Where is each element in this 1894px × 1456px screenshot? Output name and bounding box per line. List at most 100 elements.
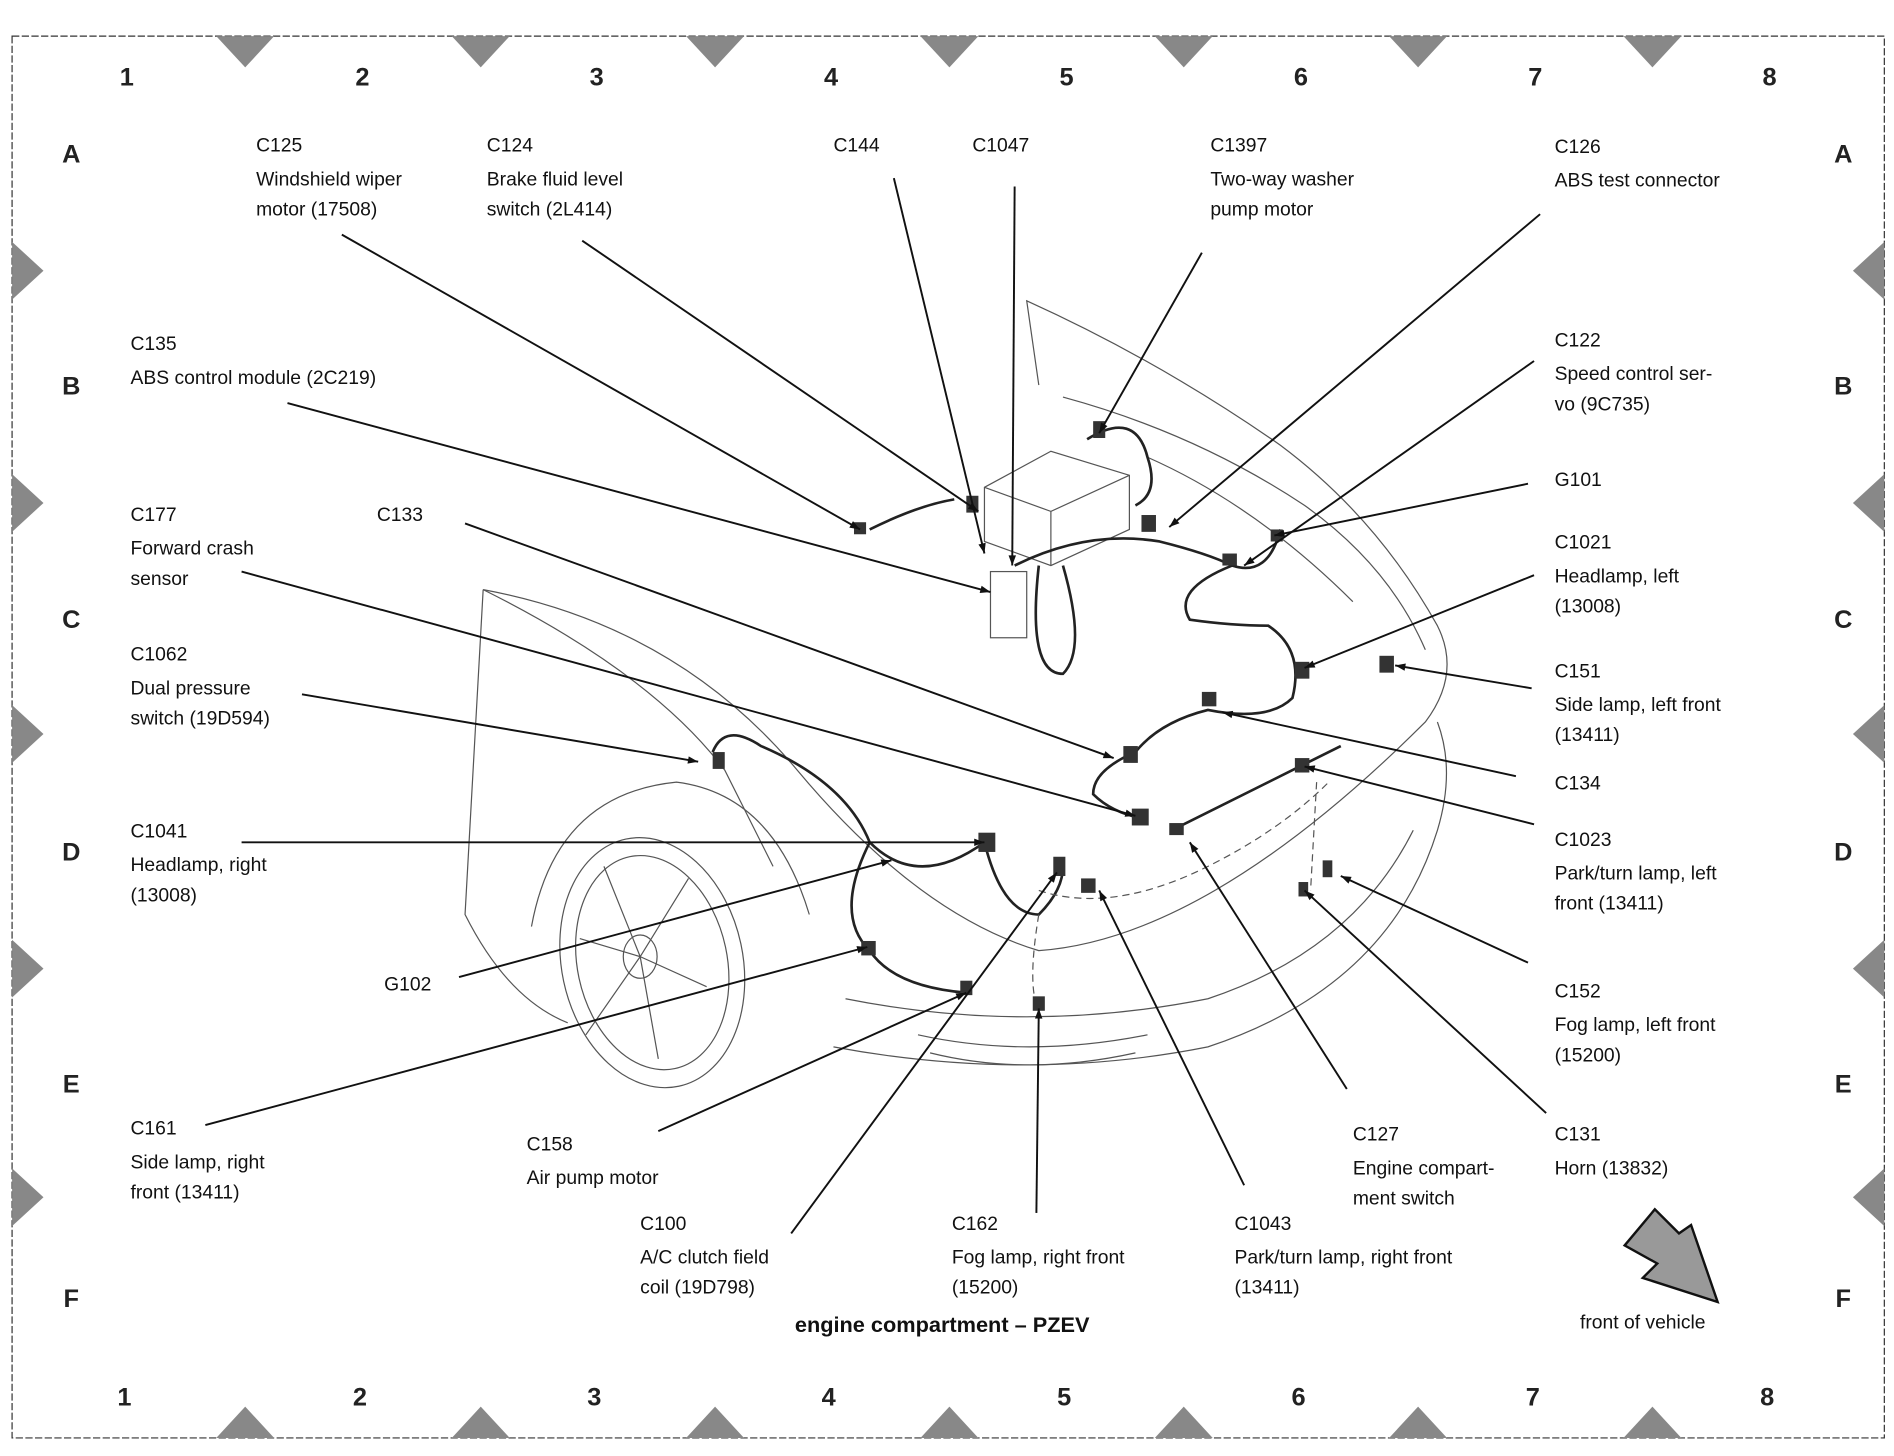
grid-marker	[12, 474, 44, 532]
callout-c144: C144	[833, 136, 986, 554]
grid-row-right: F	[1836, 1285, 1851, 1313]
connector-description: vo (9C735)	[1555, 394, 1650, 415]
leader-line	[464, 522, 1115, 759]
connector-id: G102	[384, 974, 431, 995]
connector-description: Windshield wiper	[256, 169, 402, 190]
connector-description: ABS test connector	[1555, 171, 1721, 192]
leader-arrowhead-icon	[1099, 422, 1108, 434]
leader-arrowhead-icon	[1008, 555, 1017, 566]
connector-id: C152	[1555, 982, 1601, 1003]
connector-id: C1023	[1555, 830, 1612, 851]
leader-arrowhead-icon	[974, 838, 985, 847]
connector-id: C1062	[130, 645, 187, 666]
connector-id: C131	[1555, 1125, 1601, 1146]
grid-column-top: 7	[1528, 63, 1542, 91]
connector-id: C161	[130, 1119, 176, 1140]
leader-arrowhead-icon	[1340, 876, 1352, 884]
grid-marker	[12, 1168, 44, 1227]
leader-arrowhead-icon	[1304, 660, 1316, 668]
callout-c162: C162 Fog lamp, right front (15200)	[952, 1008, 1125, 1299]
connector-id: C125	[256, 136, 302, 157]
grid-row-right: A	[1834, 140, 1852, 168]
connector-description: Side lamp, left front	[1555, 695, 1722, 716]
connector-description: A/C clutch field	[640, 1248, 769, 1269]
callout-c177: C177 Forward crash sensor	[130, 505, 1136, 817]
grid-column-top: 1	[120, 63, 134, 91]
callout-c1397: C1397 Two-way washer pump motor	[1098, 136, 1355, 434]
leader-arrowhead-icon	[1189, 842, 1199, 853]
callout-c124: C124 Brake fluid level switch (2L414)	[487, 136, 979, 513]
grid-column-top: 3	[590, 63, 604, 91]
diagram-title: engine compartment – PZEV	[795, 1312, 1090, 1337]
grid-marker	[12, 705, 44, 763]
grid-marker	[451, 1406, 510, 1438]
connector-id: C124	[487, 136, 533, 157]
grid-column-bottom: 5	[1057, 1384, 1071, 1412]
connector-description: Speed control ser-	[1555, 364, 1713, 385]
grid-marker	[1852, 474, 1885, 532]
connector-description: (13008)	[1555, 597, 1622, 618]
leader-line	[1222, 711, 1517, 778]
leader-line	[892, 177, 986, 554]
leader-line	[1274, 482, 1529, 537]
grid-marker	[216, 1406, 275, 1438]
connector-id: C126	[1555, 137, 1601, 158]
connector-description: front (13411)	[130, 1183, 239, 1204]
callout-c151: C151 Side lamp, left front (13411)	[1394, 661, 1722, 746]
connector-description: ment switch	[1353, 1189, 1455, 1210]
leader-arrowhead-icon	[1169, 517, 1180, 528]
grid-column-bottom: 4	[822, 1384, 836, 1412]
connector-id: C158	[527, 1134, 573, 1155]
callout-c126: C126 ABS test connector	[1168, 137, 1721, 528]
grid-row-right: D	[1834, 838, 1852, 866]
connector-description: Park/turn lamp, left	[1555, 864, 1718, 885]
leader-line	[1304, 765, 1535, 826]
connector-description: Brake fluid level	[487, 169, 623, 190]
leader-arrowhead-icon	[856, 946, 868, 954]
connector-description: ABS control module (2C219)	[130, 368, 376, 389]
grid-marker	[1623, 1406, 1682, 1438]
connector-description: Engine compart-	[1353, 1158, 1495, 1179]
callout-c131: C131 Horn (13832)	[1303, 889, 1668, 1179]
callout-c122: C122 Speed control ser-vo (9C735)	[1243, 331, 1713, 567]
leader-line	[205, 946, 868, 1127]
grid-column-bottom: 8	[1760, 1384, 1774, 1412]
front-of-vehicle-arrow-icon	[1622, 1207, 1720, 1304]
grid-labels: 1 1 2 2 3 3 4 4 5 5 6 6 7 7 8 8 A A B B C C D D E E F F	[62, 63, 1852, 1411]
connector-description: Two-way washer	[1210, 169, 1354, 190]
leader-arrowhead-icon	[1124, 809, 1136, 817]
grid-column-bottom: 1	[117, 1384, 131, 1412]
connector-id: C162	[952, 1214, 998, 1235]
connector-id: C1043	[1234, 1214, 1291, 1235]
connector-id: C177	[130, 505, 176, 526]
leader-line	[1098, 252, 1203, 434]
grid-row-right: B	[1834, 373, 1852, 401]
leader-arrowhead-icon	[1395, 663, 1406, 671]
connector-description: (13411)	[1234, 1278, 1299, 1299]
connector-id: C1041	[130, 822, 187, 843]
grid-row-right: E	[1835, 1071, 1852, 1099]
grid-column-bottom: 7	[1526, 1384, 1540, 1412]
leader-arrowhead-icon	[1274, 529, 1286, 538]
connector-description: Headlamp, right	[130, 855, 267, 876]
leader-arrowhead-icon	[1222, 710, 1234, 719]
grid-row-left: A	[62, 140, 80, 168]
grid-markers	[12, 36, 1885, 1438]
grid-marker	[1852, 1168, 1885, 1227]
leader-line	[1303, 889, 1547, 1114]
grid-marker	[1852, 939, 1885, 998]
connector-id: C133	[377, 505, 423, 526]
callout-c1021: C1021 Headlamp, left (13008)	[1304, 533, 1680, 669]
leader-arrowhead-icon	[955, 992, 967, 1001]
grid-row-left: F	[64, 1285, 79, 1313]
grid-column-top: 6	[1294, 63, 1308, 91]
leader-line	[790, 871, 1058, 1234]
leader-arrowhead-icon	[849, 521, 861, 530]
leader-line	[1011, 186, 1016, 566]
leader-arrowhead-icon	[1099, 890, 1108, 902]
callout-c1047: C1047	[972, 136, 1029, 566]
leader-arrowhead-icon	[979, 585, 991, 593]
connector-description: motor (17508)	[256, 199, 377, 220]
connector-description: pump motor	[1210, 199, 1314, 220]
connector-id: C100	[640, 1214, 686, 1235]
